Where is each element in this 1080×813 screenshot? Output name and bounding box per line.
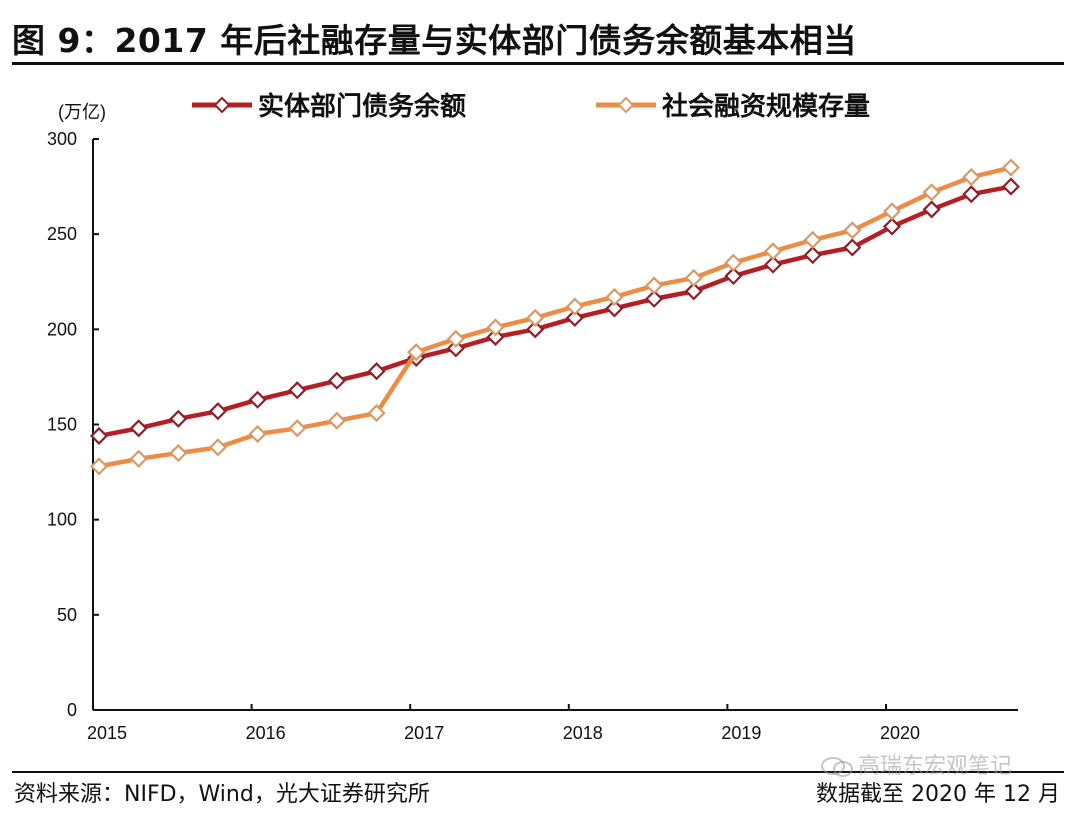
y-tick-label: 0: [67, 700, 77, 720]
y-tick-label: 150: [47, 415, 77, 435]
diamond-marker: [724, 266, 743, 286]
diamond-marker: [169, 443, 188, 463]
diamond-marker: [288, 381, 307, 400]
diamond-marker: [763, 255, 783, 274]
diamond-marker: [882, 217, 902, 236]
diamond-marker: [129, 449, 148, 468]
diamond-marker: [407, 343, 426, 362]
diamond-marker: [882, 202, 902, 221]
diamond-marker-icon: [617, 96, 635, 114]
diamond-marker: [684, 268, 703, 287]
legend-label: 社会融资规模存量: [662, 91, 870, 122]
diamond-marker: [803, 246, 822, 265]
legend-item-tsf-stock: 社会融资规模存量: [596, 91, 870, 122]
diamond-marker: [922, 183, 941, 202]
y-tick-label: 50: [57, 605, 77, 625]
diamond-marker: [89, 426, 109, 445]
watermark: 高瑞东宏观笔记: [820, 748, 1012, 780]
diamond-marker: [367, 362, 386, 381]
diamond-marker: [327, 411, 346, 430]
diamond-marker: [446, 339, 465, 358]
y-tick-label: 250: [47, 224, 77, 244]
diamond-marker: [565, 297, 584, 316]
diamond-marker: [89, 457, 109, 476]
y-tick-label: 200: [47, 319, 77, 339]
legend-label: 实体部门债务余额: [258, 91, 466, 122]
diamond-marker: [803, 230, 822, 249]
diamond-marker: [248, 390, 267, 409]
legend-item-debt-balance: 实体部门债务余额: [192, 91, 466, 122]
diamond-marker: [288, 419, 307, 438]
wechat-icon: [821, 757, 853, 777]
diamond-marker: [248, 424, 267, 444]
y-tick-label: 100: [47, 510, 77, 530]
diamond-marker: [486, 318, 505, 337]
diamond-marker: [962, 168, 981, 187]
watermark-text: 高瑞东宏观笔记: [858, 754, 1013, 779]
diamond-marker: [327, 371, 346, 390]
diamond-marker: [129, 419, 148, 438]
x-tick-label: 2017: [404, 723, 444, 743]
source-note: 资料来源：NIFD，Wind，光大证券研究所: [14, 782, 430, 807]
x-tick-label: 2015: [87, 723, 127, 743]
x-tick-label: 2020: [880, 723, 920, 743]
diamond-marker: [169, 409, 188, 428]
diamond-marker: [1001, 177, 1021, 196]
diamond-marker: [446, 329, 465, 348]
data-as-of-note: 数据截至 2020 年 12 月: [816, 782, 1060, 807]
diamond-marker-icon: [213, 96, 231, 114]
diamond-marker: [367, 404, 386, 423]
x-tick-label: 2016: [246, 723, 286, 743]
axes: 0 50 100 150 200 250 300 2015 2016 2017 2018 2019 20…: [47, 129, 1018, 743]
diamond-marker: [208, 438, 228, 457]
line-chart: (万亿) 实体部门债务余额 社会融资规模存量 0 50 100 150 200 250 300…: [47, 91, 1021, 743]
diamond-marker: [843, 238, 862, 257]
diamond-marker: [843, 221, 862, 240]
diamond-marker: [962, 185, 981, 204]
series-lines: [89, 158, 1021, 476]
x-tick-label: 2018: [563, 723, 603, 743]
figure-title: 图 9：2017 年后社融存量与实体部门债务余额基本相当: [12, 21, 857, 60]
x-tick-label: 2019: [721, 723, 761, 743]
diamond-marker: [486, 327, 505, 347]
series-debt-balance: [89, 177, 1021, 445]
diamond-marker: [1001, 158, 1021, 177]
y-tick-label: 300: [47, 129, 77, 149]
diamond-marker: [684, 282, 703, 301]
diamond-marker: [645, 289, 664, 308]
legend: 实体部门债务余额 社会融资规模存量: [192, 91, 870, 122]
y-axis-unit: (万亿): [58, 102, 106, 122]
footer-divider: [12, 771, 1064, 773]
title-divider: [12, 62, 1064, 65]
diamond-marker: [526, 320, 545, 339]
series-tsf-stock: [89, 158, 1021, 476]
diamond-marker: [605, 299, 624, 318]
diamond-marker: [526, 308, 545, 327]
diamond-marker: [922, 200, 941, 219]
diamond-marker: [724, 253, 743, 272]
diamond-marker: [763, 242, 783, 261]
diamond-marker: [645, 276, 664, 295]
diamond-marker: [565, 308, 584, 327]
diamond-marker: [208, 402, 228, 421]
diamond-marker: [605, 287, 624, 307]
